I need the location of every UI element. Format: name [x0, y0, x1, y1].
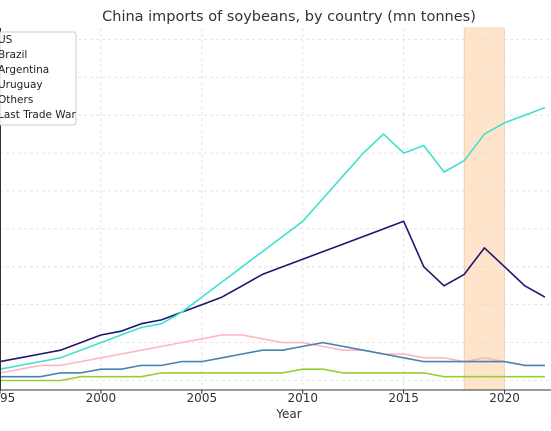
x-tick-label: 2000	[86, 391, 117, 405]
x-tick-label: 2015	[388, 391, 419, 405]
plot-background	[0, 28, 551, 390]
legend-label: US	[0, 34, 13, 46]
x-tick-label: 1995	[0, 391, 15, 405]
legend-item-brazil[interactable]: Brazil	[0, 49, 27, 61]
grid-layer	[0, 28, 551, 390]
legend-label: Argentina	[0, 64, 49, 76]
series-layer	[0, 106, 546, 382]
legend-item-argentina[interactable]: Argentina	[0, 64, 49, 76]
legend-items: US Brazil Argentina Uruguay Others Last Trade…	[0, 34, 76, 121]
series-line-uruguay	[0, 341, 545, 378]
series-line-brazil	[0, 106, 546, 370]
x-tick-label: 2020	[489, 391, 520, 405]
trade-war-span-layer	[463, 27, 505, 391]
legend[interactable]: US Brazil Argentina Uruguay Others Last Trade…	[0, 31, 77, 126]
chart-title: China imports of soybeans, by country (m…	[102, 9, 476, 25]
plot-area	[0, 27, 551, 391]
series-line-others	[0, 368, 545, 382]
trade-war-span	[463, 27, 505, 391]
x-tick-label: 2010	[287, 391, 318, 405]
x-axis-label: Year	[275, 407, 301, 421]
legend-box	[0, 31, 77, 126]
legend-label: Last Trade War	[0, 109, 76, 121]
x-tick-label: 2005	[187, 391, 218, 405]
legend-item-us[interactable]: US	[0, 34, 13, 46]
series-line-us	[0, 220, 546, 363]
legend-item-uruguay[interactable]: Uruguay	[0, 79, 43, 91]
legend-label: Others	[0, 94, 33, 106]
legend-item-last-trade-war[interactable]: Last Trade War	[0, 109, 76, 121]
series-line-argentina	[0, 334, 545, 374]
x-tick-layer: 1995 2000 2005 2010 2015 2020	[0, 390, 520, 405]
legend-label: Brazil	[0, 49, 27, 61]
legend-item-others[interactable]: Others	[0, 94, 33, 106]
legend-label: Uruguay	[0, 79, 43, 91]
